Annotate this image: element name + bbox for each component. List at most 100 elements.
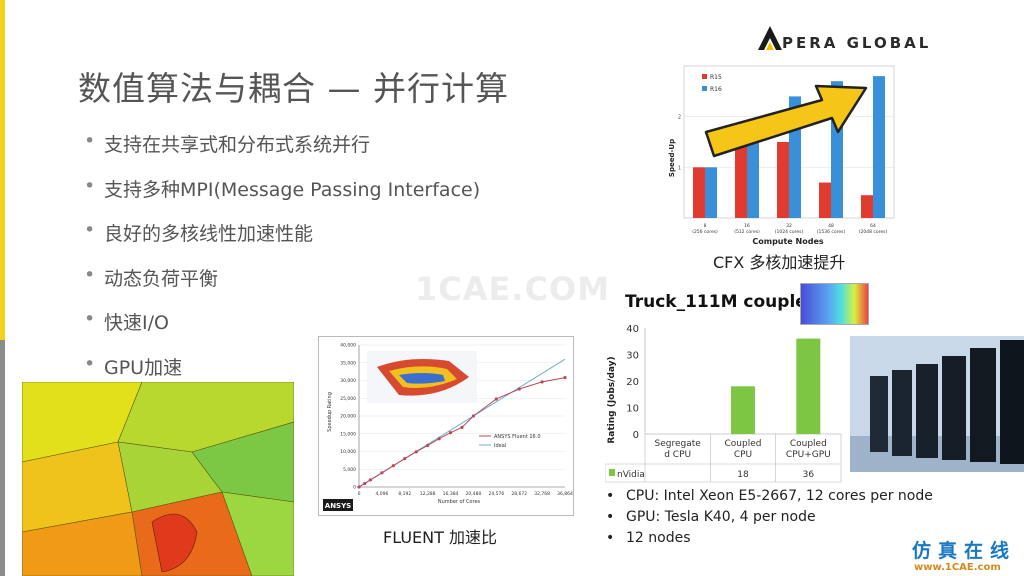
cfx-legend-label: R15 [710,74,722,81]
truck-ytick-label: 0 [633,430,639,441]
fluent-xlabel: Number of Cores [438,499,481,505]
bullet-item: • 支持多种MPI(Message Passing Interface) [84,174,481,201]
truck-category-label: Coupled [790,439,827,449]
truck-legend-swatch [609,469,615,476]
fluent-ytick-label: 5,000 [343,467,356,473]
cfx-xtick-sublabel: (1536 cores) [817,229,846,235]
cfx-caption: CFX 多核加速提升 [713,253,846,272]
truck-contour-icon [800,283,869,325]
bullet-list: • 支持在共享式和分布式系统并行 • 支持多种MPI(Message Passing… [82,130,480,398]
fluent-caption: FLUENT 加速比 [383,528,497,547]
fluent-point [540,380,544,384]
cfx-ytick-label: 2 [678,115,681,121]
fluent-point [368,478,373,482]
fluent-speedup-chart: Speedup Rating Number of Cores 0 5,000 10,… [318,336,574,516]
fluent-point [403,457,407,461]
bullet-item: • 支持在共享式和分布式系统并行 [84,130,371,156]
cfx-xlabel: Compute Nodes [752,237,824,246]
truck-ylabel: Rating (Jobs/day) [607,356,617,443]
fluent-ytick-label: 20,000 [340,414,356,420]
bullet-item: • 良好的多核线性加速性能 [84,219,314,246]
cfx-bar [861,195,873,218]
server-rack-photo [850,336,1024,472]
fluent-xtick-label: 4,096 [375,491,388,497]
mesh-partition-image [22,382,294,576]
fluent-xtick-label: 8,192 [398,491,411,497]
accent-bar [0,0,5,340]
cfx-xtick-sublabel: (1024 cores) [775,229,804,235]
truck-ytick-label: 40 [626,324,639,335]
fluent-ytick-label: 35,000 [340,360,356,366]
fluent-series-line [358,377,566,488]
cfx-xtick-label: 64 [870,223,876,229]
cfx-xtick-sublabel: (256 cores) [692,229,718,235]
cfx-xtick-label: 8 [704,223,707,229]
bullet-item: • 快速I/O [84,308,169,335]
fluent-point [414,450,418,454]
cfx-xtick-label: 32 [786,223,792,229]
fluent-xtick-label: 32,768 [534,491,550,497]
truck-category-label: Segregate [655,439,702,449]
fluent-xtick-label: 20,480 [466,491,482,497]
fluent-point [437,437,441,441]
cfx-ylabel: Speed-Up [668,139,676,177]
fluent-ytick-label: 40,000 [340,343,356,349]
truck-table-value: 36 [803,470,815,480]
fluent-point [426,443,430,448]
truck-ytick-label: 30 [626,351,639,362]
fluent-ytick-label: 25,000 [340,396,356,402]
cfx-bar [819,182,831,218]
bullet-item: • GPU加速 [84,352,183,379]
spec-item: • GPU: Tesla K40, 4 per node [606,509,816,525]
fluent-render-icon [367,351,477,403]
fluent-point [494,397,498,401]
cfx-bar [747,139,759,218]
accent-bar-lower [0,340,5,576]
truck-category-label: d CPU [664,450,691,460]
truck-bar [731,386,755,434]
cfx-bar [693,167,705,218]
slide-title: 数值算法与耦合 — 并行计算 [78,69,509,108]
corner-url: www.1CAE.com [914,562,1001,573]
fluent-xtick-label: 28,672 [511,491,527,497]
cfx-xtick-label: 16 [744,223,750,229]
fluent-point [517,387,521,391]
logo-text: PERA GLOBAL [782,34,932,52]
spec-item: • 12 nodes [606,530,691,546]
fluent-ytick-label: 0 [353,485,356,491]
fluent-xtick-label: 0 [358,491,361,497]
truck-ytick-label: 10 [626,404,639,415]
bullet-item: • 动态负荷平衡 [84,263,219,290]
fluent-point [363,481,367,486]
truck-ytick-label: 20 [626,377,639,388]
fluent-xtick-label: 24,576 [488,491,504,497]
fluent-ytick-label: 30,000 [340,378,356,384]
truck-category-label: Coupled [725,439,762,449]
cfx-ytick-label: 1 [678,165,681,171]
cfx-bar [777,142,789,218]
fluent-point [460,425,464,429]
fluent-ytick-label: 15,000 [340,431,356,437]
pera-logo-icon [758,26,782,50]
cfx-xtick-sublabel: (2048 cores) [859,229,888,235]
cfx-legend-label: R16 [710,86,722,93]
fluent-point [448,431,453,435]
truck-bar [796,338,821,434]
truck-title: Truck_111M coupled [625,292,819,312]
fluent-point [380,471,384,475]
spec-item: • CPU: Intel Xeon E5-2667, 12 cores per n… [606,488,933,504]
cfx-bar [735,142,747,218]
fluent-xtick-label: 36,864 [557,491,573,497]
truck-category-label: CPU [734,450,752,460]
fluent-ytick-label: 10,000 [340,449,356,455]
speedup-arrow-icon [704,84,868,158]
cfx-xtick-sublabel: (512 cores) [734,229,760,235]
fluent-point [471,414,476,418]
ansys-logo: ANSYS [325,502,351,510]
cfx-xtick-label: 48 [828,223,834,229]
spec-list: • CPU: Intel Xeon E5-2667, 12 cores per n… [606,488,933,551]
cfx-legend-swatch [702,86,707,91]
fluent-point [391,464,395,468]
